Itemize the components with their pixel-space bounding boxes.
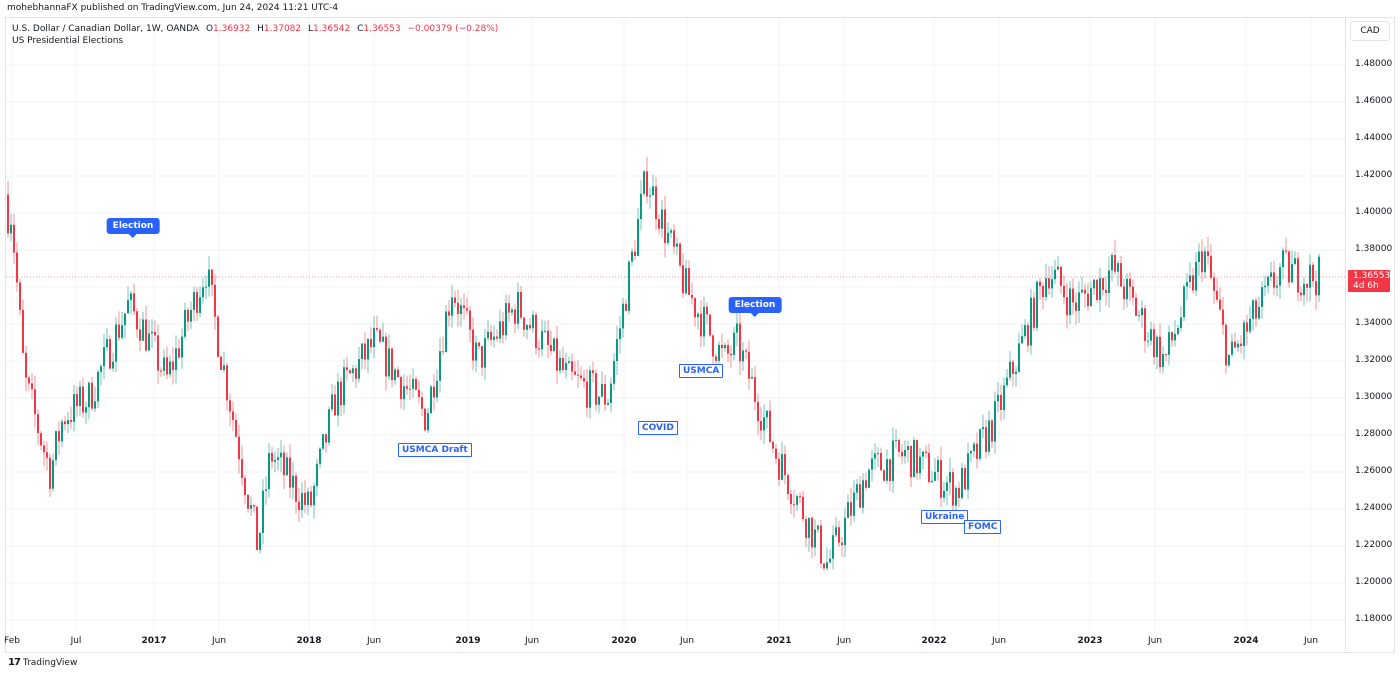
publisher-line: mohebhannaFX published on TradingView.co… (7, 3, 339, 13)
x-tick-label: Jun (524, 636, 540, 646)
x-tick-label: Jun (211, 636, 227, 646)
x-tick-label: Jun (366, 636, 382, 646)
y-tick-label: 1.20000 (1355, 577, 1393, 587)
y-tick-label: 1.38000 (1355, 244, 1393, 254)
grid-lines (6, 18, 1345, 630)
y-tick-label: 1.40000 (1355, 207, 1393, 217)
x-tick-label: 2023 (1077, 636, 1103, 646)
tradingview-logo-icon: 17 (8, 657, 21, 668)
x-tick-label: 2018 (296, 636, 322, 646)
x-tick-label: 2021 (766, 636, 792, 646)
annotation-usmca-draft[interactable]: USMCA Draft (398, 443, 472, 457)
x-tick-label: 2017 (141, 636, 167, 646)
brand-name: TradingView (22, 657, 78, 668)
x-tick-label: Jun (679, 636, 695, 646)
x-tick-label: 2024 (1233, 636, 1259, 646)
y-tick-label: 1.44000 (1355, 133, 1393, 143)
x-tick-label: 2022 (921, 636, 947, 646)
annotation-election[interactable]: Election (106, 218, 160, 238)
price-axis[interactable] (1345, 17, 1394, 651)
last-price-value: 1.36553 (1353, 271, 1391, 281)
y-tick-label: 1.48000 (1355, 59, 1393, 69)
y-tick-label: 1.32000 (1355, 355, 1393, 365)
close-value: 1.36553 (363, 24, 401, 34)
y-tick-label: 1.18000 (1355, 614, 1393, 624)
annotation-usmca[interactable]: USMCA (679, 364, 724, 378)
y-tick-label: 1.30000 (1355, 392, 1393, 402)
x-tick-label: Jul (70, 636, 82, 646)
x-tick-label: Feb (4, 636, 20, 646)
y-tick-label: 1.28000 (1355, 429, 1393, 439)
y-tick-label: 1.42000 (1355, 170, 1393, 180)
y-tick-label: 1.26000 (1355, 466, 1393, 476)
x-tick-label: Jun (1147, 636, 1163, 646)
x-tick-label: 2020 (611, 636, 637, 646)
open-value: 1.36932 (213, 24, 251, 34)
footer-brand: 17 TradingView (8, 657, 77, 668)
change-value: −0.00379 (−0.28%) (407, 24, 499, 34)
bar-countdown: 4d 6h (1353, 281, 1379, 291)
low-value: 1.36542 (313, 24, 351, 34)
annotation-covid[interactable]: COVID (638, 421, 678, 435)
currency-button[interactable]: CAD (1350, 21, 1390, 41)
y-tick-label: 1.46000 (1355, 96, 1393, 106)
high-value: 1.37082 (263, 24, 302, 34)
ohlc-row: U.S. Dollar / Canadian Dollar, 1W, OANDA… (12, 24, 499, 34)
x-tick-label: Jun (1303, 636, 1319, 646)
annotation-election[interactable]: Election (728, 297, 782, 317)
annotation-ukraine[interactable]: Ukraine (921, 510, 969, 524)
y-tick-label: 1.24000 (1355, 503, 1393, 513)
x-tick-label: Jun (836, 636, 852, 646)
y-tick-label: 1.34000 (1355, 318, 1393, 328)
y-tick-label: 1.22000 (1355, 540, 1393, 550)
indicator-name[interactable]: US Presidential Elections (12, 36, 124, 46)
symbol-name[interactable]: U.S. Dollar / Canadian Dollar, 1W, OANDA (12, 24, 200, 34)
x-tick-label: 2019 (455, 636, 481, 646)
last-price-tag: 1.36553 4d 6h (1348, 270, 1390, 292)
annotation-fomc[interactable]: FOMC (964, 520, 1002, 534)
candles (7, 156, 1320, 571)
x-tick-label: Jun (991, 636, 1007, 646)
chart-legend: U.S. Dollar / Canadian Dollar, 1W, OANDA… (12, 23, 498, 47)
